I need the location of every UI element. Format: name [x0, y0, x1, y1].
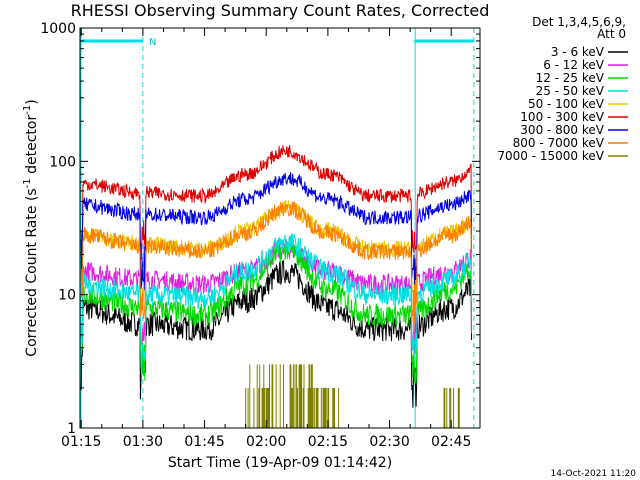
legend-label-3: 25 - 50 keV	[536, 84, 605, 98]
x-tick-label-4: 02:15	[308, 434, 348, 450]
series-6-trace	[80, 172, 472, 294]
night-label: N	[149, 37, 156, 48]
series-0-trace	[80, 260, 472, 408]
timestamp: 14-Oct-2021 11:20	[551, 469, 637, 479]
y-tick-label-3: 1000	[40, 21, 76, 37]
plot-frame	[79, 27, 481, 429]
y-axis-label-end: )	[24, 99, 40, 104]
x-tick-label-1: 01:30	[123, 434, 163, 450]
x-axis-label: Start Time (19-Apr-09 01:14:42)	[168, 455, 392, 471]
y-tick-label-1: 10	[58, 288, 76, 304]
x-tick-label-5: 02:30	[369, 434, 409, 450]
y-axis-label-mid: detector	[24, 115, 40, 179]
legend-label-5: 100 - 300 keV	[520, 110, 604, 124]
legend-label-0: 3 - 6 keV	[551, 45, 605, 59]
legend-label-1: 6 - 12 keV	[543, 58, 605, 72]
x-tick-label-0: 01:15	[61, 434, 101, 450]
series-2-trace	[80, 237, 472, 384]
series-7-trace	[80, 201, 472, 332]
series-5-trace	[80, 145, 472, 269]
y-tick-label-0: 1	[67, 421, 76, 437]
legend-header-0: Det 1,3,4,5,6,9,	[532, 15, 626, 29]
legend-label-7: 800 - 7000 keV	[513, 136, 605, 150]
legend-label-6: 300 - 800 keV	[520, 123, 604, 137]
series-3-trace	[80, 233, 472, 375]
series-8-trace	[245, 364, 460, 428]
night-markers: N	[80, 28, 475, 428]
x-tick-label-6: 02:45	[431, 434, 471, 450]
series-layer	[80, 145, 472, 428]
x-tick-label-3: 02:00	[246, 434, 286, 450]
legend-label-2: 12 - 25 keV	[536, 71, 605, 85]
chart-title: RHESSI Observing Summary Count Rates, Co…	[71, 1, 490, 20]
y-axis-label-sup2: -1	[22, 105, 33, 115]
y-axis-label-sup1: -1	[22, 178, 33, 188]
axes-layer: 01:15 01:30 01:45 02:00 02:15 02:30 02:45 1 10 10…	[40, 21, 480, 450]
y-axis-label: Corrected Count Rate (s-1 detector-1)	[22, 99, 40, 356]
legend-label-4: 50 - 100 keV	[528, 97, 605, 111]
x-tick-label-2: 01:45	[184, 434, 224, 450]
y-axis-label-main: Corrected Count Rate (s	[24, 188, 40, 356]
legend-header-1: Att 0	[597, 27, 626, 41]
legend-label-8: 7000 - 15000 keV	[497, 149, 604, 163]
y-tick-label-2: 100	[49, 154, 76, 170]
